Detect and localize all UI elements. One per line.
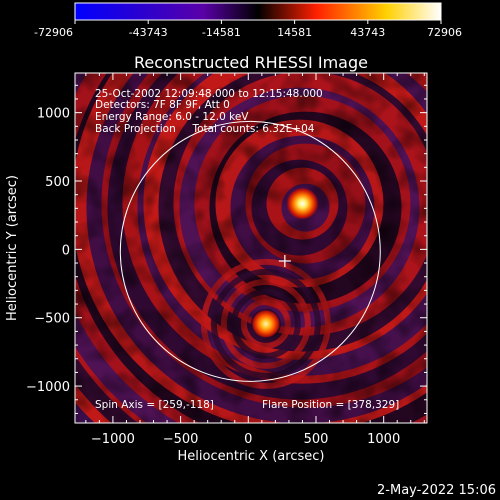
plot-timestamp: 2-May-2022 15:06 [377, 483, 496, 498]
y-tick-label: 0 [62, 243, 70, 258]
x-tick-label: 0 [244, 432, 252, 447]
colorbar-tick-label: -43743 [129, 26, 168, 39]
y-axis-label: Heliocentric Y (arcsec) [5, 175, 20, 321]
chart-title: Reconstructed RHESSI Image [134, 53, 368, 72]
plot-frame [74, 72, 428, 424]
x-tick-label: 1000 [367, 432, 400, 447]
x-axis-label: Heliocentric X (arcsec) [178, 449, 325, 464]
flare-position-label: Flare Position = [378,329] [262, 399, 399, 411]
y-tick-label: 1000 [37, 107, 70, 122]
observation-info: 25-Oct-2002 12:09:48.000 to 12:15:48.000… [95, 88, 323, 135]
y-tick-label: −500 [34, 312, 70, 327]
colorbar-tick-label: 72906 [427, 26, 462, 39]
info-line-energy: Energy Range: 6.0 - 12.0 keV [95, 111, 249, 123]
x-tick-label: −1000 [91, 432, 135, 447]
colorbar-tick-label: -72906 [34, 26, 73, 39]
y-tick-label: 500 [45, 175, 70, 190]
y-axis-tick-labels: −1000 −500 0 500 1000 [26, 107, 70, 395]
x-tick-label: −500 [163, 432, 199, 447]
info-line-time: 25-Oct-2002 12:09:48.000 to 12:15:48.000 [95, 88, 323, 100]
colorbar [74, 2, 442, 21]
flare-source-north [286, 187, 319, 220]
spin-axis-marker [278, 254, 291, 267]
image-texture [75, 73, 427, 423]
spin-axis-label: Spin Axis = [259,-118] [95, 399, 214, 411]
colorbar-tick-label: -14581 [202, 26, 241, 39]
colorbar-tick-label: 14581 [277, 26, 312, 39]
colorbar-tick-labels: -72906 -43743 -14581 14581 43743 72906 [34, 26, 462, 39]
y-axis-ticks [75, 84, 427, 414]
info-line-method: Back Projection Total counts: 6.32E+04 [95, 123, 315, 135]
x-axis-tick-labels: −1000 −500 0 500 1000 [91, 432, 400, 447]
y-tick-label: −1000 [26, 380, 70, 395]
x-axis-ticks [85, 73, 425, 423]
flare-source-south [251, 309, 280, 338]
x-tick-label: 500 [304, 432, 329, 447]
solar-limb-circle [119, 120, 381, 382]
colorbar-tick-label: 43743 [350, 26, 385, 39]
colorbar-ticks [74, 20, 442, 24]
info-line-detectors: Detectors: 7F 8F 9F, Att 0 [95, 99, 230, 111]
